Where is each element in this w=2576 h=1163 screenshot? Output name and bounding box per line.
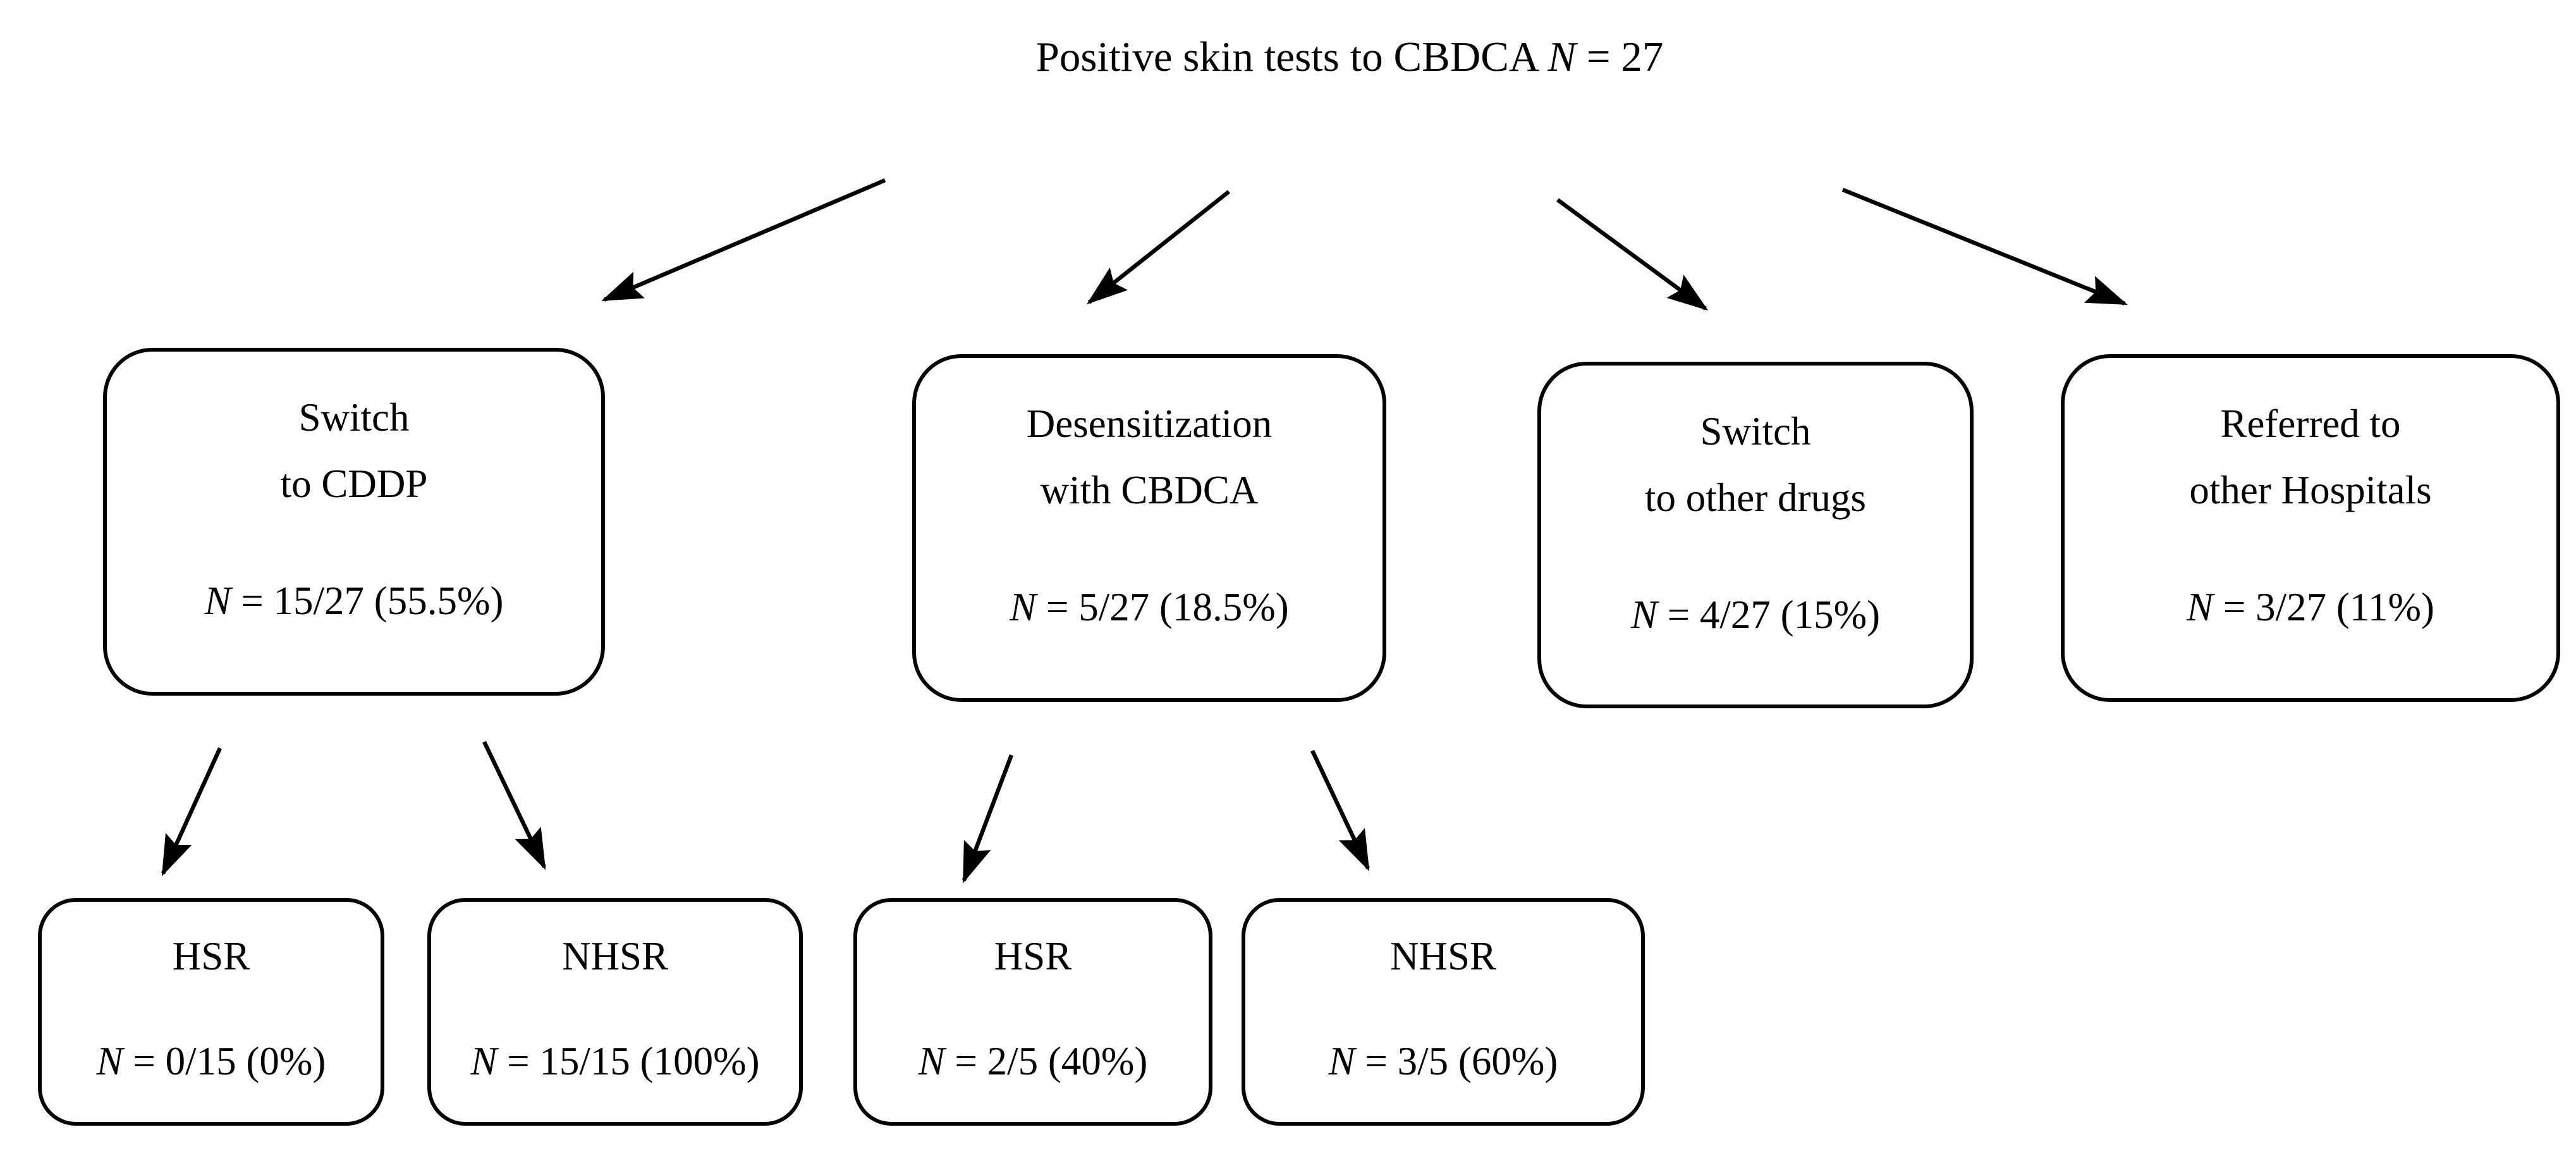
- n-symbol: N: [1010, 585, 1037, 629]
- node-label-line: Referred to: [2220, 402, 2401, 446]
- arrow-root-to-desensitization: [1086, 190, 1231, 305]
- n-value: = 15/15 (100%): [497, 1039, 760, 1083]
- n-symbol: N: [918, 1039, 945, 1083]
- node-label-line: to other drugs: [1645, 476, 1866, 520]
- node-cddp-nhsr: NHSR N = 15/15 (100%): [427, 898, 803, 1126]
- node-label-line: other Hospitals: [2189, 468, 2432, 512]
- node-count: N = 15/27 (55.5%): [107, 578, 601, 624]
- node-cddp-hsr: HSR N = 0/15 (0%): [38, 898, 384, 1126]
- n-symbol: N: [96, 1039, 123, 1083]
- node-label-line: HSR: [994, 934, 1072, 978]
- node-count: N = 4/27 (15%): [1541, 592, 1970, 638]
- node-referred-other-hospitals: Referred to other Hospitals N = 3/27 (11…: [2061, 354, 2560, 702]
- node-label-line: Desensitization: [1026, 402, 1273, 446]
- n-value: = 15/27 (55.5%): [231, 579, 504, 623]
- node-desens-hsr: HSR N = 2/5 (40%): [853, 898, 1212, 1126]
- n-symbol: N: [204, 579, 231, 623]
- node-label-line: to CDDP: [280, 462, 428, 506]
- node-label: Switch to CDDP: [107, 385, 601, 517]
- node-label-line: NHSR: [561, 934, 669, 978]
- node-label-line: with CBDCA: [1040, 468, 1259, 512]
- node-label: NHSR: [1245, 923, 1641, 990]
- n-symbol: N: [1328, 1039, 1355, 1083]
- node-count: N = 3/5 (60%): [1245, 1038, 1641, 1085]
- node-count: N = 0/15 (0%): [42, 1038, 381, 1085]
- n-value: = 0/15 (0%): [123, 1039, 326, 1083]
- node-count: N = 5/27 (18.5%): [916, 584, 1383, 631]
- node-switch-to-cddp: Switch to CDDP N = 15/27 (55.5%): [103, 348, 605, 696]
- node-switch-other-drugs: Switch to other drugs N = 4/27 (15%): [1537, 362, 1974, 708]
- n-value: = 3/5 (60%): [1355, 1039, 1558, 1083]
- arrow-cddp-to-hsr: [161, 747, 222, 877]
- n-value: = 5/27 (18.5%): [1036, 585, 1289, 629]
- node-label: HSR: [42, 923, 381, 990]
- arrow-cddp-to-nhsr: [482, 741, 546, 870]
- node-count: N = 2/5 (40%): [857, 1038, 1209, 1085]
- node-label-line: HSR: [172, 934, 250, 978]
- root-node-label: Positive skin tests to CBDCA N = 27: [1036, 33, 1664, 82]
- root-node-text: Positive skin tests to CBDCA: [1035, 34, 1548, 80]
- arrow-root-to-referred: [1841, 187, 2128, 306]
- n-value: = 3/27 (11%): [2213, 585, 2434, 629]
- arrow-desens-to-nhsr: [1310, 749, 1370, 871]
- n-symbol: N: [1630, 593, 1657, 637]
- node-label-line: Switch: [1700, 409, 1811, 453]
- node-desensitization-cbdca: Desensitization with CBDCA N = 5/27 (18.…: [912, 354, 1386, 702]
- n-symbol: N: [470, 1039, 497, 1083]
- arrow-desens-to-hsr: [961, 754, 1014, 883]
- root-n-value: = 27: [1576, 34, 1664, 80]
- arrow-root-to-switch-other-drugs: [1556, 198, 1709, 311]
- node-count: N = 3/27 (11%): [2065, 584, 2556, 631]
- node-label-line: Switch: [298, 395, 410, 440]
- node-label: Desensitization with CBDCA: [916, 391, 1383, 524]
- node-label: HSR: [857, 923, 1209, 990]
- node-desens-nhsr: NHSR N = 3/5 (60%): [1242, 898, 1645, 1126]
- n-symbol: N: [2187, 585, 2214, 629]
- n-value: = 2/5 (40%): [944, 1039, 1148, 1083]
- arrow-root-to-switch-cddp: [601, 178, 886, 302]
- node-count: N = 15/15 (100%): [431, 1038, 799, 1085]
- node-label: Switch to other drugs: [1541, 398, 1970, 531]
- node-label: NHSR: [431, 923, 799, 990]
- node-label-line: NHSR: [1389, 934, 1497, 978]
- root-n-symbol: N: [1547, 34, 1577, 80]
- node-label: Referred to other Hospitals: [2065, 391, 2556, 524]
- n-value: = 4/27 (15%): [1657, 593, 1881, 637]
